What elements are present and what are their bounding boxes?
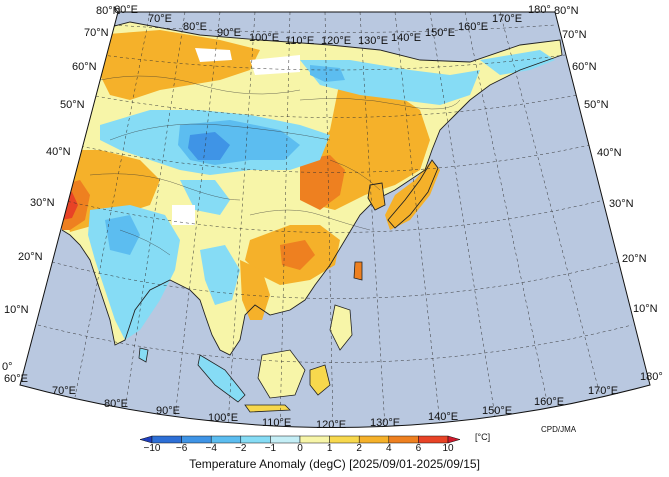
land-sulawesi bbox=[309, 364, 331, 396]
colorbar bbox=[139, 435, 461, 444]
colorbar-segment bbox=[240, 435, 271, 444]
colorbar-segment bbox=[388, 435, 419, 444]
lon-label-bottom: 70°E bbox=[52, 385, 76, 397]
lat-label-left: 40°N bbox=[46, 146, 71, 158]
colorbar-extend-high bbox=[447, 435, 461, 444]
colorbar-tick-label: −2 bbox=[235, 443, 247, 454]
lat-label-right: 10°N bbox=[633, 303, 658, 315]
land-java bbox=[244, 404, 291, 413]
land-sumatra bbox=[197, 354, 246, 403]
colorbar-segment bbox=[329, 435, 360, 444]
cool-region-kamchatka bbox=[480, 50, 555, 75]
colorbar-tick-label: 4 bbox=[386, 443, 392, 454]
colorbar-segment bbox=[299, 435, 330, 444]
colorbar-segment bbox=[210, 435, 242, 444]
warm-region-west-siberia bbox=[95, 30, 260, 100]
lon-label-top: 180° bbox=[528, 4, 551, 16]
cool-region-tibet bbox=[180, 180, 230, 215]
lon-label-bottom: 170°E bbox=[588, 385, 618, 397]
lat-label-left: 10°N bbox=[4, 304, 29, 316]
lon-label-top: 170°E bbox=[492, 13, 522, 25]
lon-label-bottom: 150°E bbox=[482, 405, 512, 417]
lon-label-top: 100°E bbox=[249, 32, 279, 44]
colorbar-extend-low bbox=[139, 435, 153, 444]
lat-label-left: 30°N bbox=[30, 197, 55, 209]
colorbar-tick-label: −6 bbox=[175, 443, 188, 454]
colorbar-tick-label: −4 bbox=[205, 443, 217, 454]
lon-label-top: 90°E bbox=[217, 27, 241, 39]
cool-region-siberia-east bbox=[300, 60, 480, 105]
lat-label-right: 80°N bbox=[554, 5, 579, 17]
colorbar-segment bbox=[151, 435, 182, 444]
lat-label-left: 60°N bbox=[72, 61, 97, 73]
contour-lines bbox=[89, 75, 461, 256]
lon-label-top: 140°E bbox=[391, 32, 421, 44]
lon-label-bottom: 160°E bbox=[534, 396, 564, 408]
lon-label-bottom: 90°E bbox=[156, 405, 180, 417]
lat-label-right: 20°N bbox=[622, 253, 647, 265]
lon-label-bottom: 180° bbox=[640, 371, 663, 383]
hot-region-east-china bbox=[300, 155, 345, 210]
lon-label-top: 110°E bbox=[285, 35, 314, 47]
land-taiwan bbox=[353, 261, 363, 281]
hot-region-south-china bbox=[280, 240, 315, 270]
lat-label-right: 40°N bbox=[597, 147, 622, 159]
lon-label-top: 150°E bbox=[425, 27, 455, 39]
missing-data-central-siberia bbox=[250, 55, 300, 75]
lon-label-top: 160°E bbox=[458, 21, 488, 33]
lon-label-bottom: 100°E bbox=[208, 412, 238, 424]
missing-data-tibet bbox=[172, 205, 195, 225]
lon-label-top: 60°E bbox=[114, 4, 138, 16]
colorbar-segment bbox=[181, 435, 212, 444]
credit-label: CPD/JMA bbox=[541, 425, 577, 434]
lat-label-right: 70°N bbox=[562, 29, 587, 41]
colorbar-tick-label: 2 bbox=[356, 443, 362, 454]
coast-korea bbox=[367, 182, 386, 211]
cold-core-mongolia bbox=[188, 132, 230, 160]
lon-label-top: 80°E bbox=[183, 21, 207, 33]
map-title: Temperature Anomaly (degC) [2025/09/01-2… bbox=[189, 457, 480, 471]
lon-label-top: 120°E bbox=[321, 35, 351, 47]
lon-label-bottom: 110°E bbox=[262, 417, 291, 429]
lat-label-right: 50°N bbox=[584, 99, 609, 111]
lat-label-right: 60°N bbox=[572, 61, 597, 73]
colorbar-tick-label: 6 bbox=[415, 443, 422, 454]
lat-label-left: 80°N bbox=[96, 5, 121, 17]
colorbar-tick-label: 0 bbox=[297, 443, 303, 454]
lon-label-bottom: 140°E bbox=[428, 411, 458, 423]
lon-label-top: 70°E bbox=[148, 13, 172, 25]
coastline bbox=[59, 21, 563, 356]
colorbar-segment bbox=[418, 435, 449, 444]
lat-label-right: 30°N bbox=[609, 198, 634, 210]
plot-frame bbox=[19, 11, 651, 428]
colorbar-tick-label: −10 bbox=[143, 443, 161, 454]
lat-label-left: 50°N bbox=[60, 99, 85, 111]
coast-japan bbox=[387, 159, 439, 229]
cold-region-siberia-east bbox=[310, 65, 345, 82]
colorbar-segment bbox=[270, 435, 301, 444]
lat-label-left: 20°N bbox=[18, 251, 43, 263]
colorbar-units: [°C] bbox=[475, 432, 491, 442]
lon-label-bottom: 130°E bbox=[370, 417, 400, 429]
lon-label-bottom: 60°E bbox=[4, 373, 28, 385]
lon-label-bottom: 80°E bbox=[104, 398, 128, 410]
colorbar-tick-label: −1 bbox=[264, 443, 277, 454]
warm-region-indochina bbox=[240, 260, 270, 320]
lat-label-left: 70°N bbox=[84, 27, 109, 39]
cool-region-myanmar bbox=[200, 245, 240, 305]
colorbar-segment bbox=[358, 435, 390, 444]
land-sri-lanka bbox=[138, 347, 149, 363]
colorbar-tick-label: 1 bbox=[326, 443, 333, 454]
colorbar-tick-label: 10 bbox=[442, 443, 454, 454]
lon-label-bottom: 120°E bbox=[316, 419, 346, 431]
missing-data-siberia bbox=[195, 48, 232, 62]
lat-label-left: 0° bbox=[2, 361, 13, 373]
lon-label-top: 130°E bbox=[358, 35, 388, 47]
cold-region-india bbox=[105, 215, 140, 255]
